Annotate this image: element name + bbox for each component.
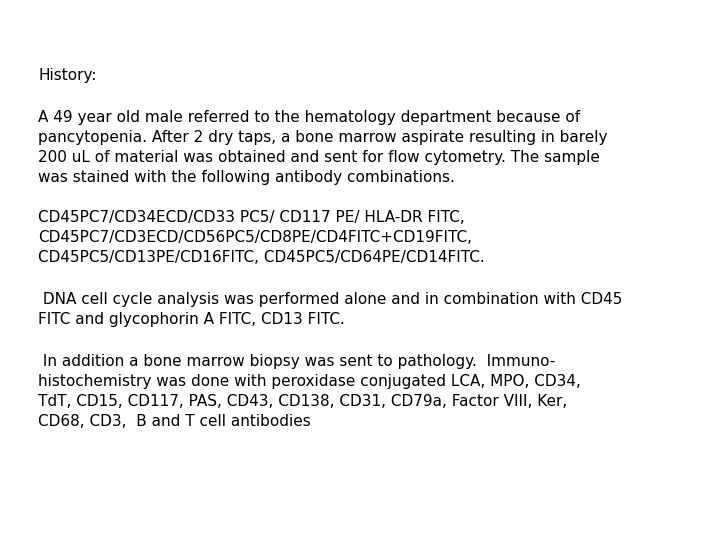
Text: A 49 year old male referred to the hematology department because of: A 49 year old male referred to the hemat… xyxy=(38,110,580,125)
Text: 200 uL of material was obtained and sent for flow cytometry. The sample: 200 uL of material was obtained and sent… xyxy=(38,150,600,165)
Text: was stained with the following antibody combinations.: was stained with the following antibody … xyxy=(38,170,455,185)
Text: pancytopenia. After 2 dry taps, a bone marrow aspirate resulting in barely: pancytopenia. After 2 dry taps, a bone m… xyxy=(38,130,608,145)
Text: CD68, CD3,  B and T cell antibodies: CD68, CD3, B and T cell antibodies xyxy=(38,414,311,429)
Text: DNA cell cycle analysis was performed alone and in combination with CD45: DNA cell cycle analysis was performed al… xyxy=(38,292,622,307)
Text: CD45PC7/CD34ECD/CD33 PC5/ CD117 PE/ HLA-DR FITC,: CD45PC7/CD34ECD/CD33 PC5/ CD117 PE/ HLA-… xyxy=(38,210,464,225)
Text: CD45PC5/CD13PE/CD16FITC, CD45PC5/CD64PE/CD14FITC.: CD45PC5/CD13PE/CD16FITC, CD45PC5/CD64PE/… xyxy=(38,250,485,265)
Text: In addition a bone marrow biopsy was sent to pathology.  Immuno-: In addition a bone marrow biopsy was sen… xyxy=(38,354,555,369)
Text: histochemistry was done with peroxidase conjugated LCA, MPO, CD34,: histochemistry was done with peroxidase … xyxy=(38,374,581,389)
Text: TdT, CD15, CD117, PAS, CD43, CD138, CD31, CD79a, Factor VIII, Ker,: TdT, CD15, CD117, PAS, CD43, CD138, CD31… xyxy=(38,394,567,409)
Text: History:: History: xyxy=(38,68,96,83)
Text: FITC and glycophorin A FITC, CD13 FITC.: FITC and glycophorin A FITC, CD13 FITC. xyxy=(38,312,345,327)
Text: CD45PC7/CD3ECD/CD56PC5/CD8PE/CD4FITC+CD19FITC,: CD45PC7/CD3ECD/CD56PC5/CD8PE/CD4FITC+CD1… xyxy=(38,230,472,245)
